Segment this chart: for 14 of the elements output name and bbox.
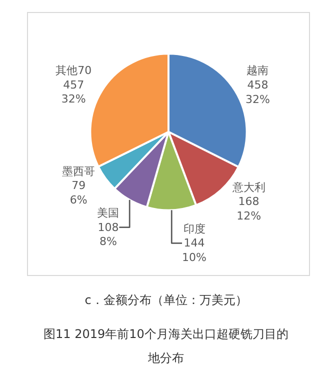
text: c．金额分布（单位：万美元） [84, 292, 248, 309]
data-label: 144 10% [182, 236, 206, 264]
slice-label: 意大利 [231, 180, 266, 194]
caption: 图11 2019年前10个月海关出口超硬铣刀目的地分布 [42, 326, 290, 367]
data-label: 168 12% [236, 195, 262, 222]
slice-label: 印度 [183, 222, 206, 236]
slice-label: 其他70 [56, 64, 92, 78]
slice-label: 墨西哥 [62, 164, 96, 178]
data-label: 457 32% [61, 78, 86, 106]
slice-label: 越南 [246, 64, 269, 78]
data-label: 79 6% [70, 179, 88, 206]
slice-label: 美国 [97, 206, 120, 220]
data-label: 458 32% [246, 78, 270, 106]
data-label: 108 8% [98, 220, 119, 248]
